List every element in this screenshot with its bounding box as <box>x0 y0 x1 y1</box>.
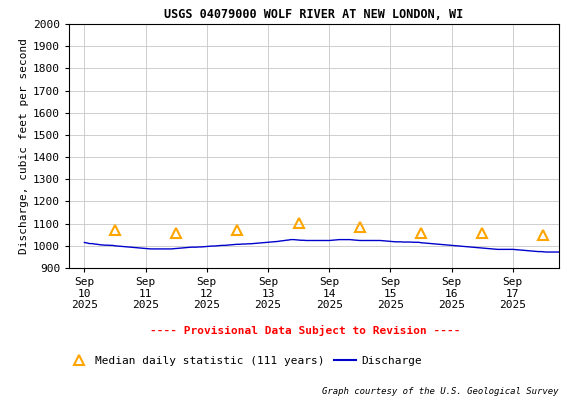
Text: ---- Provisional Data Subject to Revision ----: ---- Provisional Data Subject to Revisio… <box>150 324 461 336</box>
Y-axis label: Discharge, cubic feet per second: Discharge, cubic feet per second <box>19 38 29 254</box>
Text: Graph courtesy of the U.S. Geological Survey: Graph courtesy of the U.S. Geological Su… <box>322 387 559 396</box>
Legend: Median daily statistic (111 years), Discharge: Median daily statistic (111 years), Disc… <box>63 352 427 370</box>
Title: USGS 04079000 WOLF RIVER AT NEW LONDON, WI: USGS 04079000 WOLF RIVER AT NEW LONDON, … <box>164 8 464 22</box>
